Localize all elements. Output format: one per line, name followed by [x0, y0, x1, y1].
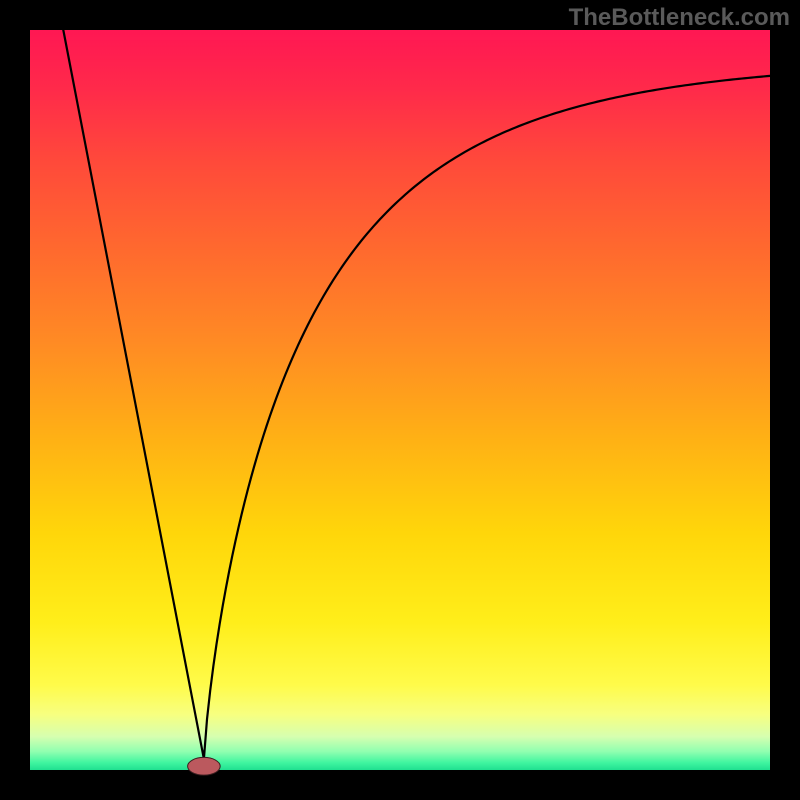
optimum-marker: [188, 757, 221, 775]
chart-container: TheBottleneck.com: [0, 0, 800, 800]
watermark-text: TheBottleneck.com: [569, 4, 790, 32]
chart-svg: [0, 0, 800, 800]
plot-background: [30, 30, 770, 770]
